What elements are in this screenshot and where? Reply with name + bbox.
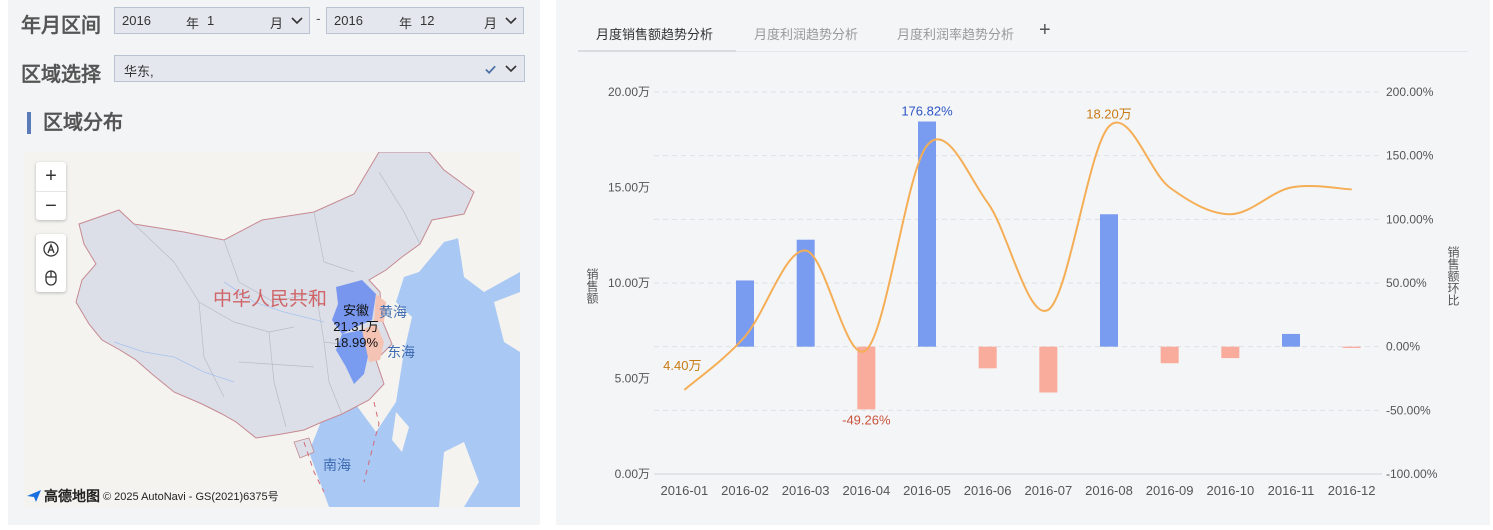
region-map[interactable]: 中华人民共和 黄海 东海 南海 安徽 21.31万 18.99% + − 高德地… [24,152,520,507]
tab-monthly-profit[interactable]: 月度利润趋势分析 [754,27,859,42]
province-amount: 21.31万 [333,319,379,334]
y-tick-label: 10.00万 [608,276,650,290]
country-label: 中华人民共和 [213,289,328,310]
chart-panel: 月度销售额趋势分析 月度利润趋势分析 月度利润率趋势分析 + 0.00万 5.00… [556,0,1490,525]
start-month: 1 [207,13,215,28]
data-label: 4.40万 [663,358,701,373]
y2-tick-label: 150.00% [1386,149,1434,163]
tab-monthly-sales[interactable]: 月度销售额趋势分析 [596,27,714,42]
check-icon [485,65,496,74]
active-tab-underline [578,50,736,52]
x-tick-label: 2016-07 [1024,483,1072,498]
data-label: 176.82% [901,104,953,119]
compass-icon [43,240,59,257]
sea-label-east-sea: 东海 [387,344,415,360]
growth-bar [1100,214,1118,347]
y2-axis-label: 销售额环比 [1446,246,1460,307]
growth-bar [796,239,815,347]
tilt-button[interactable] [36,263,66,292]
compass-button[interactable] [36,234,66,263]
chevron-down-icon [505,65,517,73]
y-tick-label: 20.00万 [608,85,650,99]
y2-tick-label: -50.00% [1386,403,1431,417]
end-month-unit: 月 [484,16,498,31]
y2-tick-label: 0.00% [1386,340,1420,354]
x-tick-label: 2016-01 [660,483,708,498]
tab-monthly-profit-rate[interactable]: 月度利润率趋势分析 [897,27,1015,42]
view-control [36,234,66,292]
growth-bar [1342,346,1361,348]
x-tick-label: 2016-12 [1328,483,1376,498]
province-tooltip: 安徽 21.31万 18.99% [330,303,382,351]
growth-bar [1282,333,1300,347]
tab-bar: 月度销售额趋势分析 月度利润趋势分析 月度利润率趋势分析 + [578,18,1468,52]
growth-bar [978,346,997,369]
x-tick-label: 2016-02 [721,483,769,498]
left-panel: 年月区间 2016 年 1 月 - 2016 年 12 月 区域选择 华东, 区… [8,0,540,525]
data-label: 18.20万 [1086,106,1132,121]
chevron-down-icon [291,17,303,25]
growth-bar [857,346,876,410]
amap-logo-text: 高德地图 [44,488,100,504]
x-tick-label: 2016-05 [903,483,951,498]
region-label: 区域选择 [21,64,101,86]
y2-tick-label: 200.00% [1386,85,1434,99]
date-range-label: 年月区间 [21,15,101,37]
start-year: 2016 [122,13,151,28]
map-attribution: 高德地图 © 2025 AutoNavi - GS(2021)6375号 [26,486,279,506]
amap-logo-icon [27,490,41,502]
add-tab-button[interactable]: + [1039,19,1051,41]
growth-bar [1221,346,1240,359]
end-month: 12 [420,13,435,28]
y-tick-label: 5.00万 [615,372,650,386]
x-tick-label: 2016-06 [964,483,1012,498]
x-tick-label: 2016-09 [1146,483,1194,498]
province-name: 安徽 [342,303,369,318]
sea-label-south-sea: 南海 [323,457,351,473]
y-tick-label: 15.00万 [608,181,650,195]
sales-trend-chart[interactable]: 0.00万 5.00万 10.00万 15.00万 20.00万 -100.00% -50… [556,0,1490,525]
end-year-unit: 年 [399,16,413,31]
end-year: 2016 [334,13,363,28]
x-tick-label: 2016-11 [1268,483,1315,498]
province-share: 18.99% [333,335,379,350]
section-title: 区域分布 [27,112,123,134]
date-separator: - [316,10,321,26]
region-value: 华东, [124,64,154,79]
map-canvas [24,152,520,507]
zoom-control: + − [36,162,66,220]
y2-tick-label: 50.00% [1386,276,1427,290]
y2-tick-label: 100.00% [1386,212,1434,226]
start-date-select[interactable]: 2016 年 1 月 [114,7,310,34]
sales-trend-line [683,121,1352,391]
zoom-out-button[interactable]: − [36,191,66,220]
end-date-select[interactable]: 2016 年 12 月 [326,7,524,34]
start-month-unit: 月 [270,16,284,31]
x-tick-label: 2016-08 [1085,483,1133,498]
growth-bar [918,121,936,347]
sea-label-yellow-sea: 黄海 [379,304,407,320]
y-axis-label: 销售额 [585,268,599,305]
growth-bar [1039,346,1058,393]
y-tick-label: 0.00万 [615,467,650,481]
start-year-unit: 年 [186,16,200,31]
y2-tick-label: -100.00% [1386,467,1438,481]
data-label: -49.26% [842,412,891,427]
x-tick-label: 2016-10 [1206,483,1254,498]
mouse-icon [45,269,57,286]
chevron-down-icon [505,17,517,25]
growth-bar [1160,346,1179,364]
x-tick-label: 2016-03 [782,483,830,498]
attribution-text: © 2025 AutoNavi - GS(2021)6375号 [103,491,279,503]
x-tick-label: 2016-04 [842,483,890,498]
region-select[interactable]: 华东, [114,55,525,82]
zoom-in-button[interactable]: + [45,165,57,187]
